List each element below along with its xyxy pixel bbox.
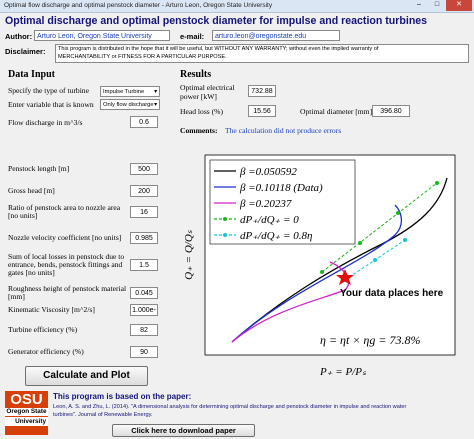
input-box[interactable]: 82: [130, 324, 158, 336]
input-box[interactable]: 0.6: [130, 116, 158, 128]
dropdown-arrow: ▾: [154, 102, 157, 108]
dropdown-value: Impulse Turbine: [103, 89, 145, 95]
field-label: gates [no units]: [8, 268, 55, 277]
author-field: Arturo Leon, Oregon State University: [34, 30, 170, 41]
legend-label: β =0.10118 (Data): [239, 182, 323, 194]
field-label: Flow discharge in m^3/s: [8, 118, 83, 127]
input-box[interactable]: 200: [130, 185, 158, 197]
field-label: Nozzle velocity coefficient [no units]: [8, 233, 122, 242]
legend-entries: β =0.050592 β =0.10118 (Data) β =0.20237 dP…: [214, 166, 323, 242]
input-box[interactable]: 16: [130, 206, 158, 218]
disclaimer-line: This program is distributed in the hope …: [58, 46, 379, 52]
result-label: Optimal electrical: [180, 83, 235, 92]
logo-text: OSU: [10, 391, 43, 408]
window-title: Optimal flow discharge and optimal penst…: [4, 2, 273, 9]
legend-label: β =0.050592: [239, 166, 297, 178]
email-label: e-mail:: [180, 32, 205, 41]
legend-label: dP₊/dQ₊ = 0.8η: [240, 230, 312, 242]
field-label: Sum of local losses in penstock due to: [8, 252, 125, 261]
disclaimer-label: Disclaimer:: [5, 47, 46, 56]
result-label: Optimal diameter [mm]: [300, 107, 373, 116]
efficiency-label: η = ηt × ηg = 73.8%: [320, 333, 420, 347]
input-box[interactable]: 1.000e-06: [130, 304, 158, 316]
input-box[interactable]: 90: [130, 346, 158, 358]
result-box: 732.88: [248, 85, 276, 97]
field-label: Gross head [m]: [8, 186, 55, 195]
comments-text: The calculation did not produce errors: [225, 126, 342, 135]
field-label: Enter variable that is known: [8, 100, 94, 109]
dropdown-value: Only flow discharge: [103, 102, 154, 108]
legend-label: dP₊/dQ₊ = 0: [240, 214, 299, 226]
author-label: Author:: [5, 32, 33, 41]
citation-line: Leon, A. S. and Zhu, L. (2014). "A dimen…: [53, 404, 407, 410]
curve-beta-3: [231, 261, 350, 343]
section-title: Results: [180, 69, 212, 80]
title-bar: [0, 0, 474, 13]
disclaimer-box: This program is distributed in the hope …: [55, 44, 469, 63]
result-label: power [kW]: [180, 92, 217, 101]
field-label: Penstock length [m]: [8, 164, 70, 173]
input-box[interactable]: 0.045: [130, 287, 158, 299]
result-label: Head loss (%): [180, 107, 224, 116]
legend: [209, 159, 356, 245]
curve-beta-1: [231, 177, 448, 343]
field-label: Turbine efficiency (%): [8, 325, 78, 334]
turbine-dropdown[interactable]: Impulse Turbine ▾: [100, 86, 160, 97]
field-label: [mm]: [8, 292, 25, 301]
dropdown-arrow: ▾: [154, 89, 157, 95]
input-box[interactable]: 1.5: [130, 259, 158, 271]
legend-marker: [223, 217, 227, 221]
field-label: entrance, bends, penstock fittings and: [8, 260, 123, 269]
field-label: Roughness height of penstock material: [8, 284, 127, 293]
field-label: Generator efficiency (%): [8, 347, 84, 356]
email-field: arturo.leon@oregonstate.edu: [212, 30, 340, 41]
optimum-markers: [320, 181, 439, 274]
paper-heading: This program is based on the paper:: [53, 392, 192, 401]
minimize-button[interactable]: –: [417, 1, 421, 8]
data-point-star: [336, 269, 354, 285]
input-box[interactable]: 0.985: [130, 232, 158, 244]
close-button[interactable]: ✕: [446, 0, 472, 11]
citation-line: turbines". Journal of Renewable Energy.: [53, 412, 153, 418]
maximize-button[interactable]: □: [434, 1, 440, 8]
legend-label: β =0.20237: [239, 198, 292, 210]
variable-dropdown[interactable]: Only flow discharge ▾: [100, 99, 160, 110]
result-box: 15.56: [248, 105, 276, 117]
annotation: Your data places here: [340, 288, 444, 299]
curve-beta-2: [231, 204, 403, 343]
result-box: 396.80: [372, 105, 410, 117]
logo-text: Oregon State: [5, 408, 48, 416]
field-label: Kinematic Viscosity [m^2/s]: [8, 305, 95, 314]
download-button[interactable]: Click here to download paper: [112, 424, 255, 437]
field-label: [no units]: [8, 211, 38, 220]
field-label: Ratio of penstock area to nozzle area: [8, 203, 121, 212]
optimum-line: [321, 182, 438, 273]
input-box[interactable]: 500: [130, 163, 158, 175]
y-axis-label: Q₊ = Q/Qₛ: [183, 229, 195, 280]
field-label: Specify the type of turbine: [8, 86, 89, 95]
osu-logo: OSU Oregon State University: [5, 391, 48, 435]
plot: Your data places here η = ηt × ηg = 73.8…: [183, 154, 456, 378]
calculate-button[interactable]: Calculate and Plot: [25, 366, 148, 386]
disclaimer-line: MERCHANTABILITY or FITNESS FOR A PARTICU…: [58, 54, 227, 60]
logo-text: University: [5, 417, 48, 426]
section-title: Data Input: [8, 69, 55, 80]
app-title: Optimal discharge and optimal penstock d…: [5, 15, 428, 27]
comments-label: Comments:: [180, 126, 218, 135]
x-axis-label: P₊ = P/Pₛ: [319, 366, 367, 378]
legend-marker: [223, 233, 227, 237]
